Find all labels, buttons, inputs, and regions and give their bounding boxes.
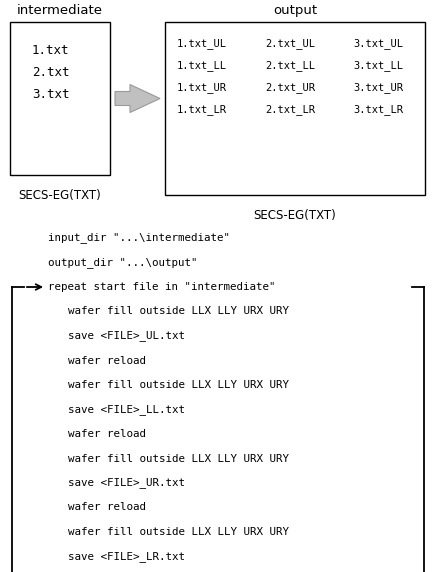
Text: 3.txt_UR: 3.txt_UR bbox=[353, 82, 403, 93]
Text: output_dir "...\output": output_dir "...\output" bbox=[48, 257, 198, 268]
Text: 2.txt_UR: 2.txt_UR bbox=[265, 82, 315, 93]
Bar bbox=[165, 22, 425, 195]
Text: input_dir "...\intermediate": input_dir "...\intermediate" bbox=[48, 233, 230, 244]
Text: 3.txt_LR: 3.txt_LR bbox=[353, 105, 403, 116]
Text: SECS-EG(TXT): SECS-EG(TXT) bbox=[254, 209, 336, 222]
Text: 2.txt: 2.txt bbox=[32, 66, 70, 78]
Text: save <FILE>_UL.txt: save <FILE>_UL.txt bbox=[68, 331, 185, 341]
Text: 2.txt_LL: 2.txt_LL bbox=[265, 61, 315, 72]
Text: wafer fill outside LLX LLY URX URY: wafer fill outside LLX LLY URX URY bbox=[68, 307, 289, 316]
Text: wafer fill outside LLX LLY URX URY: wafer fill outside LLX LLY URX URY bbox=[68, 380, 289, 390]
Text: save <FILE>_UR.txt: save <FILE>_UR.txt bbox=[68, 478, 185, 488]
Text: 3.txt_LL: 3.txt_LL bbox=[353, 61, 403, 72]
Polygon shape bbox=[115, 85, 160, 113]
Text: 3.txt_UL: 3.txt_UL bbox=[353, 38, 403, 49]
Text: repeat start file in "intermediate": repeat start file in "intermediate" bbox=[48, 282, 276, 292]
Text: intermediate: intermediate bbox=[17, 4, 103, 17]
Text: 1.txt_UL: 1.txt_UL bbox=[177, 38, 227, 49]
Text: 2.txt_UL: 2.txt_UL bbox=[265, 38, 315, 49]
Text: wafer fill outside LLX LLY URX URY: wafer fill outside LLX LLY URX URY bbox=[68, 527, 289, 537]
Text: wafer reload: wafer reload bbox=[68, 502, 146, 513]
Text: output: output bbox=[273, 4, 317, 17]
Text: 3.txt: 3.txt bbox=[32, 88, 70, 101]
Text: wafer reload: wafer reload bbox=[68, 429, 146, 439]
Text: wafer reload: wafer reload bbox=[68, 356, 146, 366]
Bar bbox=[10, 22, 110, 175]
Text: 1.txt_LR: 1.txt_LR bbox=[177, 105, 227, 116]
Text: wafer fill outside LLX LLY URX URY: wafer fill outside LLX LLY URX URY bbox=[68, 454, 289, 463]
Text: 1.txt: 1.txt bbox=[32, 43, 70, 57]
Text: 1.txt_UR: 1.txt_UR bbox=[177, 82, 227, 93]
Text: 2.txt_LR: 2.txt_LR bbox=[265, 105, 315, 116]
Text: 1.txt_LL: 1.txt_LL bbox=[177, 61, 227, 72]
Text: save <FILE>_LR.txt: save <FILE>_LR.txt bbox=[68, 551, 185, 562]
Text: SECS-EG(TXT): SECS-EG(TXT) bbox=[19, 189, 101, 202]
Text: save <FILE>_LL.txt: save <FILE>_LL.txt bbox=[68, 404, 185, 415]
